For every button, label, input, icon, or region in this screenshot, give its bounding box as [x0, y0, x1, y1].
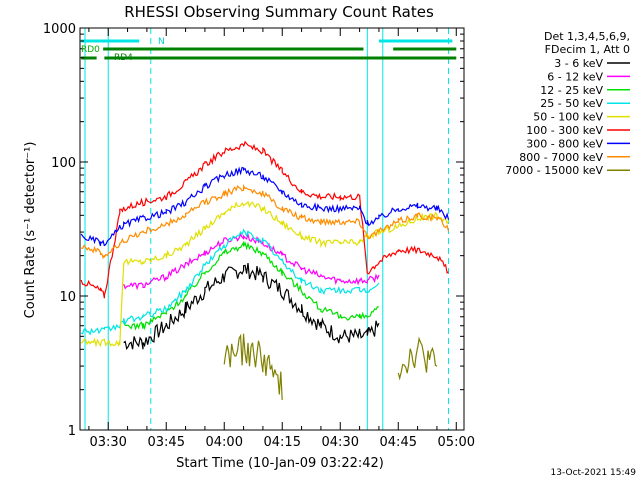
footer-timestamp: 13-Oct-2021 15:49	[551, 468, 637, 478]
series-line	[80, 166, 450, 247]
y-tick-label: 10	[59, 290, 76, 305]
annotations: RD0 RD4 N	[81, 37, 165, 63]
y-tick-label: 1000	[43, 22, 76, 37]
x-tick-label: 03:45	[148, 435, 185, 450]
series-line	[80, 228, 380, 336]
y-tick-label: 1	[68, 424, 76, 439]
series-layer	[80, 140, 450, 400]
series-line	[223, 333, 438, 400]
annotation-label: RD4	[114, 53, 133, 63]
legend-entry-label: 100 - 300 keV	[526, 124, 603, 137]
y-axis-label: Count Rate (s⁻¹ detector⁻¹)	[23, 142, 38, 319]
x-tick-label: 04:00	[206, 435, 243, 450]
plot-frame	[79, 27, 465, 431]
legend-entry-label: 50 - 100 keV	[533, 111, 603, 124]
legend: Det 1,3,4,5,6,9,FDecim 1, Att 03 - 6 keV…	[505, 30, 630, 177]
x-tick-label: 04:45	[380, 435, 417, 450]
legend-entry-label: 800 - 7000 keV	[519, 151, 603, 164]
legend-header: FDecim 1, Att 0	[545, 43, 630, 56]
x-tick-label: 04:30	[322, 435, 359, 450]
legend-entry-label: 12 - 25 keV	[540, 84, 603, 97]
x-tick-label: 04:15	[264, 435, 301, 450]
legend-entry-label: 25 - 50 keV	[540, 97, 603, 110]
series-line	[123, 240, 380, 331]
series-line	[123, 263, 380, 351]
x-tick-label: 05:00	[438, 435, 475, 450]
series-line	[81, 183, 450, 260]
annotation-label: RD0	[81, 45, 100, 55]
y-tick-label: 100	[51, 156, 76, 171]
x-axis-label: Start Time (10-Jan-09 03:22:42)	[176, 456, 384, 471]
legend-entry-label: 7000 - 15000 keV	[505, 164, 603, 177]
x-tick-label: 03:30	[89, 435, 126, 450]
series-line	[80, 200, 450, 348]
y-axis: 1 10 100 1000	[43, 22, 464, 439]
overlay-layer	[81, 28, 457, 430]
chart-title: RHESSI Observing Summary Count Rates	[124, 3, 434, 21]
legend-entry-label: 300 - 800 keV	[526, 137, 603, 150]
legend-entry-label: 6 - 12 keV	[547, 70, 603, 83]
legend-header: Det 1,3,4,5,6,9,	[544, 30, 630, 43]
x-axis: 03:30 03:45 04:00 04:15 04:30 04:45 05:00	[88, 28, 475, 450]
legend-entry-label: 3 - 6 keV	[554, 57, 603, 70]
annotation-label: N	[158, 37, 165, 47]
series-line	[80, 140, 449, 299]
series-line	[123, 232, 380, 291]
